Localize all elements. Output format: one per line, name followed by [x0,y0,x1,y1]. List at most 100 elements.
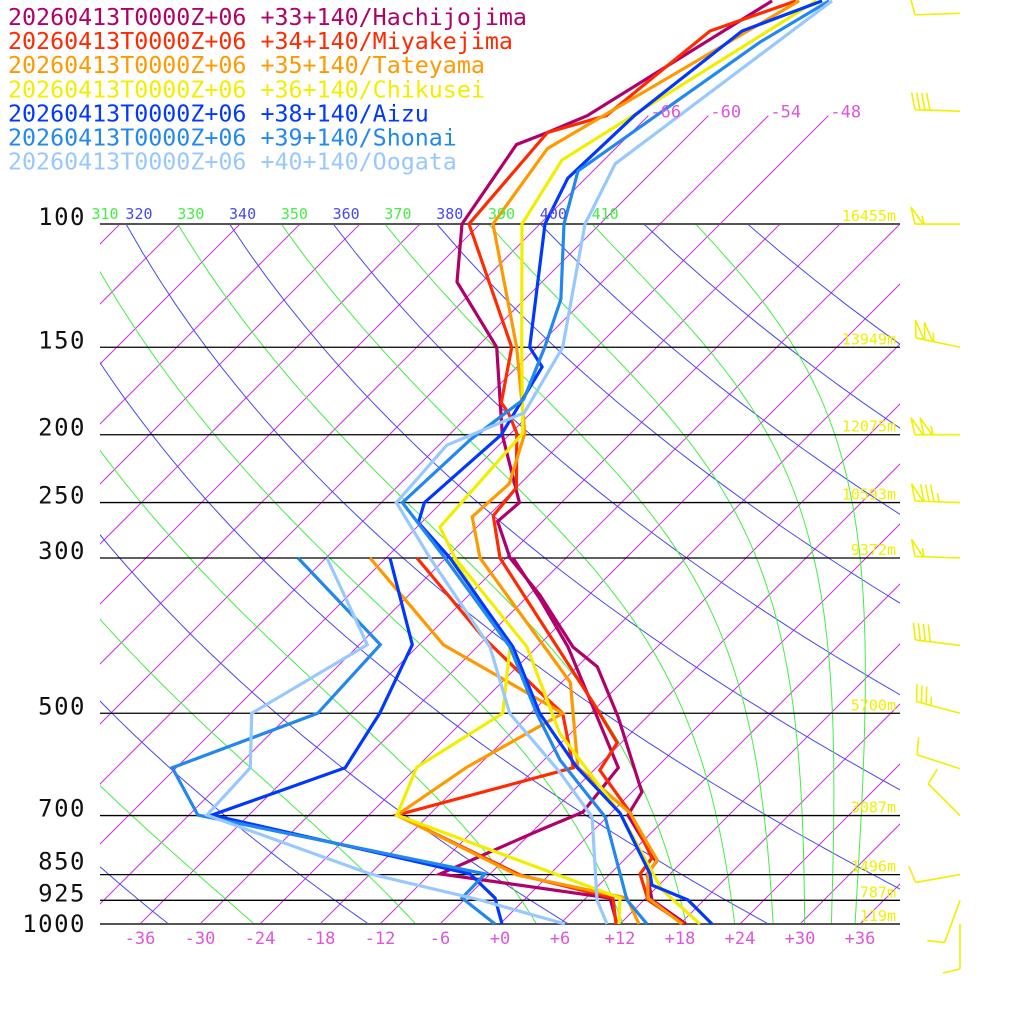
wind-barb [910,483,961,504]
moist-adiabat-line [100,784,254,924]
x-tick-label: +30 [785,929,816,949]
wind-barb [914,320,961,349]
temperature-line [394,0,834,925]
wind-barb [927,768,961,817]
wind-barb-staff [916,700,961,715]
wind-barb-staff [914,12,961,16]
wind-barb-full [920,685,923,703]
height-label: 16455m [842,207,896,225]
isotherm-line [100,224,481,605]
theta-label: 360 [333,205,360,223]
moist-adiabat-line [100,618,416,924]
wind-barb-full [910,92,916,110]
x-tick-label: +12 [605,929,636,949]
isotherm-line [100,224,241,365]
isotherm-label: -54 [770,103,801,123]
isotherm-line [100,224,541,665]
wind-barb-pennant [923,322,934,342]
isotherm-label: -48 [830,103,861,123]
dry-adiabat-line [229,224,900,791]
pressure-label: 700 [38,795,86,823]
x-tick-label: +0 [490,929,510,949]
wind-barb [910,417,960,436]
dry-adiabat-line [747,224,900,345]
x-tick-label: +24 [725,929,756,949]
isotherm-line [100,224,601,725]
x-tick-label: +6 [550,929,570,949]
isotherm-line [859,883,900,924]
wind-barb-half [921,548,925,557]
station-profile [204,0,834,926]
x-tick-label: -36 [125,929,156,949]
isotherm-line [100,224,721,845]
wind-barb-full [942,968,961,974]
wind-barb-staff [943,900,961,943]
pressure-label: 100 [38,203,86,231]
dry-adiabat-line [125,224,900,890]
isotherm-line [719,115,829,225]
height-label: 5700m [851,696,896,714]
isotherm-line [259,283,900,924]
legend-entry: 20260413T0000Z+06 +33+140/Hachijojima [8,4,527,31]
theta-label: 310 [91,205,118,223]
wind-barb-staff [914,500,961,504]
wind-barb [910,538,961,559]
isotherm-line [559,583,900,924]
wind-barb-full [919,484,925,502]
wind-barb-pennant [910,417,924,436]
isotherm-line [199,224,900,924]
wind-barb-staff [914,555,961,559]
wind-barb-full [915,684,918,702]
station-profile [392,0,797,926]
x-tick-label: +36 [845,929,876,949]
x-tick-label: -12 [365,929,396,949]
wind-barb-full [910,0,916,16]
wind-barb-full [908,866,917,883]
moist-adiabat-line [695,224,866,924]
wind-barb-full [916,737,920,755]
theta-labels: 310 320 330 340 350 360 370 380 390 400 410 [91,205,618,223]
temperature-line [467,0,797,926]
wind-barb [916,737,961,770]
x-tick-label: -6 [430,929,450,949]
pressure-label: 150 [38,326,86,354]
wind-barb [910,0,961,16]
height-label: 787m [860,883,896,901]
wind-barb [942,924,961,974]
legend-entry: 20260413T0000Z+06 +35+140/Tateyama [8,52,485,79]
dewpoint-line [434,557,621,925]
height-label: 119m [860,907,896,925]
theta-label: 320 [125,205,152,223]
moist-adiabat-line [488,224,806,924]
moist-adiabat-line [591,224,835,924]
x-tick-label: +18 [665,929,696,949]
theta-label: 350 [281,205,308,223]
wind-barb-staff [927,783,961,817]
pressure-label: 850 [38,848,86,876]
wind-barb-staff [916,754,961,770]
isotherm-label: -60 [710,103,741,123]
dewpoint-line [170,556,496,926]
station-profile [170,0,830,926]
wind-barb [912,622,961,647]
wind-barb-full [929,484,935,502]
height-label: 3087m [851,799,896,817]
wind-barb-staff [915,873,961,884]
theta-label: 380 [436,205,463,223]
wind-barb-staff [914,108,961,113]
pressure-label: 1000 [22,910,86,938]
isotherm-label: -66 [650,103,681,123]
wind-barb-full [922,623,927,642]
isotherm-line [100,224,301,425]
isotherm-line [100,224,421,545]
moist-adiabat-line [177,224,687,924]
isotherm-line [439,463,900,924]
wind-barb-pennant [910,538,924,558]
temperature-line [437,0,817,926]
isotherm-line [739,763,900,924]
legend-entry: 20260413T0000Z+06 +40+140/Oogata [8,149,457,176]
pressure-level-lines [100,223,900,925]
x-tick-label: -18 [305,929,336,949]
wind-barb-pennant [910,206,924,225]
wind-barb-full [924,484,930,502]
